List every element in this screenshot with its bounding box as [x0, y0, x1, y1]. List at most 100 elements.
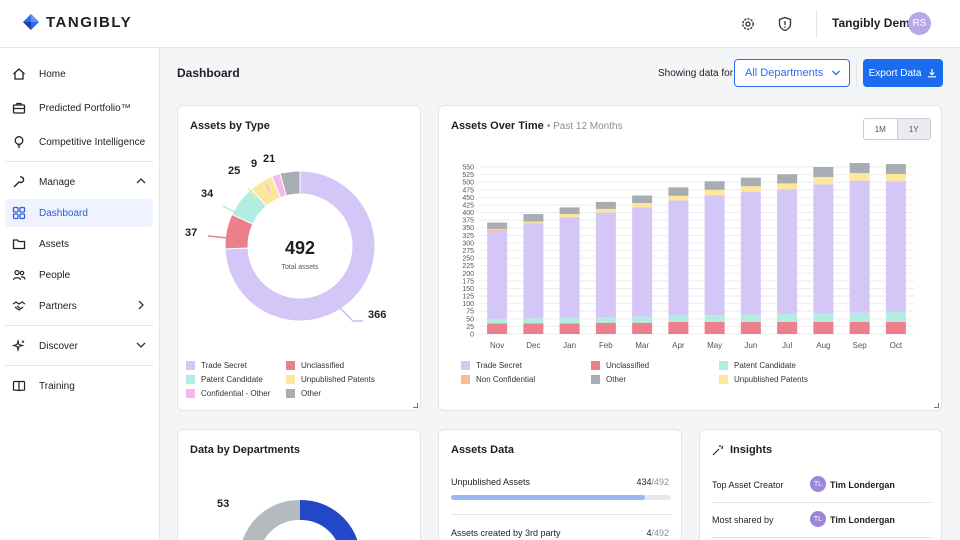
bar-segment-patent-candidate[interactable]	[740, 314, 761, 322]
bar-segment-other[interactable]	[740, 177, 761, 187]
bar-segment-patent-candidate[interactable]	[632, 316, 653, 323]
bar-segment-other[interactable]	[668, 187, 689, 196]
bar-segment-other[interactable]	[523, 214, 544, 222]
bar-segment-unpublished-patents[interactable]	[777, 183, 798, 190]
legend-item[interactable]: Unclassified	[286, 361, 344, 370]
avatar[interactable]: TL	[810, 511, 826, 527]
bar-segment-unpublished-patents[interactable]	[595, 208, 616, 213]
security-shield-icon[interactable]	[775, 14, 795, 34]
toggle-1m[interactable]: 1M	[874, 124, 886, 134]
sidebar-item-manage[interactable]: Manage	[5, 168, 153, 196]
bar-segment-trade-secret[interactable]	[595, 212, 616, 318]
settings-gear-icon[interactable]	[738, 14, 758, 34]
bar-segment-patent-candidate[interactable]	[704, 315, 725, 322]
bar-segment-unclassified[interactable]	[559, 323, 580, 334]
bar-segment-unclassified[interactable]	[595, 322, 616, 334]
sidebar-item-assets[interactable]: Assets	[5, 230, 153, 258]
sidebar-item-competitive-intelligence[interactable]: Competitive Intelligence	[5, 128, 153, 156]
bar-segment-other[interactable]	[885, 163, 906, 174]
bar-segment-unpublished-patents[interactable]	[849, 173, 870, 181]
insight-person-name[interactable]: Tim Londergan	[830, 515, 895, 525]
bar-segment-trade-secret[interactable]	[704, 195, 725, 316]
legend-item[interactable]: Patent Candidate	[719, 361, 796, 370]
bar-segment-unclassified[interactable]	[813, 321, 834, 334]
sidebar-item-predicted-portfolio[interactable]: Predicted Portfolio™	[5, 94, 153, 122]
bar-segment-patent-candidate[interactable]	[559, 317, 580, 324]
bar-segment-unclassified[interactable]	[523, 323, 544, 334]
bar-segment-other[interactable]	[849, 163, 870, 174]
bar-segment-unpublished-patents[interactable]	[668, 195, 689, 201]
bar-segment-unpublished-patents[interactable]	[559, 214, 580, 218]
sidebar-item-discover[interactable]: Discover	[5, 332, 153, 360]
export-data-button[interactable]: Export Data	[863, 59, 943, 87]
time-range-toggle[interactable]: 1M 1Y	[863, 118, 931, 140]
bar-segment-trade-secret[interactable]	[849, 180, 870, 313]
legend-item[interactable]: Trade Secret	[461, 361, 522, 370]
sidebar-item-partners[interactable]: Partners	[5, 292, 153, 320]
chevron-right-icon[interactable]	[135, 299, 147, 314]
user-avatar[interactable]: RS	[908, 12, 931, 35]
bar-segment-unclassified[interactable]	[849, 321, 870, 334]
bar-segment-unpublished-patents[interactable]	[487, 229, 508, 230]
bar-segment-trade-secret[interactable]	[885, 181, 906, 312]
bar-segment-trade-secret[interactable]	[777, 189, 798, 314]
bar-segment-other[interactable]	[487, 222, 508, 230]
bar-segment-patent-candidate[interactable]	[885, 311, 906, 322]
bar-segment-unclassified[interactable]	[704, 321, 725, 334]
legend-item[interactable]: Trade Secret	[186, 361, 247, 370]
user-name[interactable]: Tangibly Demo	[832, 16, 918, 30]
sidebar-item-training[interactable]: Training	[5, 372, 153, 400]
bar-segment-unpublished-patents[interactable]	[704, 189, 725, 196]
legend-item[interactable]: Non Confidential	[461, 375, 535, 384]
bar-segment-trade-secret[interactable]	[523, 224, 544, 319]
sidebar-item-dashboard[interactable]: Dashboard	[5, 199, 153, 227]
bar-segment-unpublished-patents[interactable]	[523, 221, 544, 224]
chevron-down-icon[interactable]	[135, 339, 147, 354]
bar-segment-non-confidential[interactable]	[523, 223, 544, 225]
bar-segment-other[interactable]	[632, 195, 653, 204]
bar-segment-other[interactable]	[595, 201, 616, 209]
bar-segment-unclassified[interactable]	[668, 321, 689, 334]
legend-item[interactable]: Confidential - Other	[186, 389, 270, 398]
bar-segment-non-confidential[interactable]	[487, 229, 508, 232]
legend-item[interactable]: Other	[286, 389, 321, 398]
sidebar-item-home[interactable]: Home	[5, 60, 153, 88]
legend-item[interactable]: Patent Candidate	[186, 375, 263, 384]
bar-segment-unclassified[interactable]	[740, 321, 761, 334]
bar-segment-patent-candidate[interactable]	[849, 312, 870, 322]
legend-item[interactable]: Unclassified	[591, 361, 649, 370]
insight-person-name[interactable]: Tim Londergan	[830, 480, 895, 490]
bar-segment-patent-candidate[interactable]	[595, 317, 616, 323]
bar-segment-trade-secret[interactable]	[632, 207, 653, 317]
bar-segment-trade-secret[interactable]	[668, 200, 689, 316]
resize-handle-icon[interactable]	[413, 403, 418, 408]
bar-segment-unpublished-patents[interactable]	[740, 186, 761, 192]
bar-segment-non-confidential[interactable]	[559, 217, 580, 218]
bar-segment-unclassified[interactable]	[487, 323, 508, 334]
brand-logo[interactable]: TANGIBLY	[22, 13, 132, 31]
bar-segment-unpublished-patents[interactable]	[813, 177, 834, 185]
bar-segment-patent-candidate[interactable]	[813, 313, 834, 322]
toggle-1y[interactable]: 1Y	[896, 119, 930, 139]
bar-segment-patent-candidate[interactable]	[777, 313, 798, 322]
bar-segment-patent-candidate[interactable]	[523, 318, 544, 324]
bar-segment-trade-secret[interactable]	[740, 191, 761, 315]
bar-segment-patent-candidate[interactable]	[487, 318, 508, 324]
bar-segment-other[interactable]	[777, 174, 798, 184]
bar-segment-other[interactable]	[559, 207, 580, 215]
bar-segment-unclassified[interactable]	[885, 321, 906, 334]
donut-slice-trade-secret[interactable]	[224, 170, 376, 322]
bar-segment-other[interactable]	[704, 181, 725, 190]
bar-segment-trade-secret[interactable]	[559, 217, 580, 318]
avatar[interactable]: TL	[810, 476, 826, 492]
bar-segment-trade-secret[interactable]	[813, 184, 834, 314]
bar-segment-unpublished-patents[interactable]	[885, 173, 906, 182]
legend-item[interactable]: Unpublished Patents	[286, 375, 375, 384]
bar-segment-other[interactable]	[813, 167, 834, 178]
department-select[interactable]: All Departments	[734, 59, 850, 87]
bar-segment-unclassified[interactable]	[777, 321, 798, 334]
sidebar-item-people[interactable]: People	[5, 261, 153, 289]
resize-handle-icon[interactable]	[934, 403, 939, 408]
bar-segment-unpublished-patents[interactable]	[632, 203, 653, 208]
bar-segment-unclassified[interactable]	[632, 322, 653, 334]
